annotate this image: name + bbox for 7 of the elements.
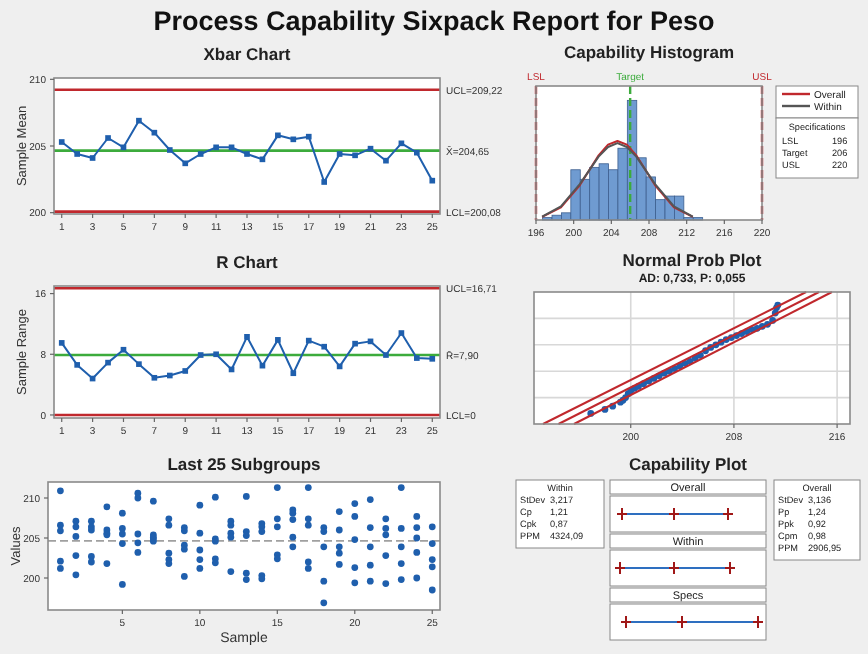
- chart-title: R Chart: [216, 252, 279, 272]
- chart-title: Normal Prob Plot: [622, 250, 762, 270]
- text: Process Capability Sixpack Report for Peso: [153, 6, 715, 36]
- chart-title: Capability Histogram: [563, 42, 735, 62]
- chart-title: Xbar Chart: [203, 44, 291, 64]
- text: Capability Plot: [628, 454, 748, 474]
- chart-title: Last 25 Subgroups: [167, 454, 322, 474]
